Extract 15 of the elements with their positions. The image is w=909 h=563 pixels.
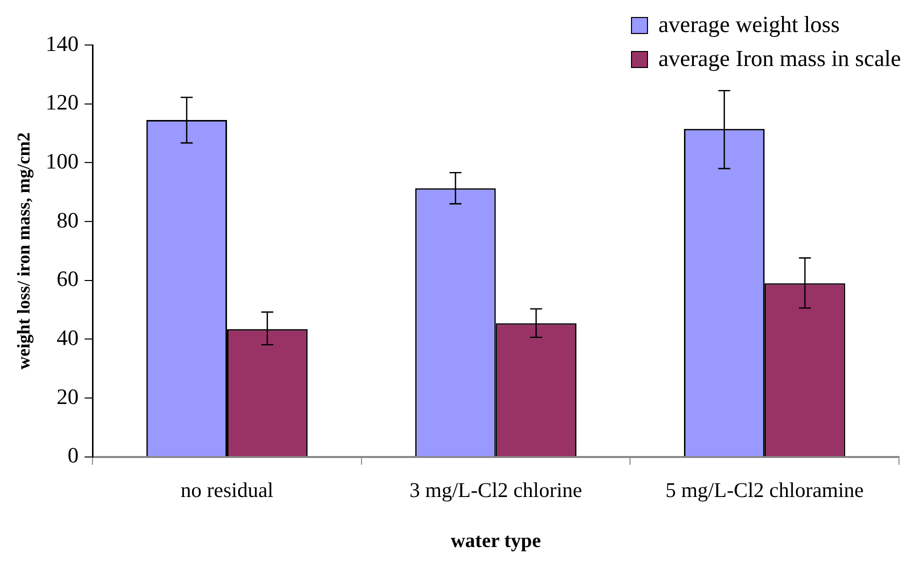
y-tick-label: 80: [56, 207, 79, 232]
y-tick-label: 140: [46, 30, 79, 56]
x-tick-label: no residual: [180, 478, 274, 502]
y-tick-label: 60: [56, 266, 79, 292]
y-tick-label: 120: [46, 90, 79, 115]
y-tick-label: 0: [68, 442, 79, 468]
x-tick-label: 5 mg/L-Cl2 chloramine: [665, 478, 864, 502]
x-axis-title: water type: [450, 530, 541, 552]
y-tick-label: 100: [46, 148, 79, 174]
legend-label: average weight loss: [658, 12, 840, 38]
legend-label: average Iron mass in scale: [658, 46, 901, 72]
y-tick-label: 40: [56, 324, 79, 350]
x-tick-label: 3 mg/L-Cl2 chlorine: [409, 478, 582, 502]
y-axis-title: weight loss/ iron mass, mg/cm2: [13, 132, 34, 370]
y-tick-label: 20: [56, 384, 79, 409]
